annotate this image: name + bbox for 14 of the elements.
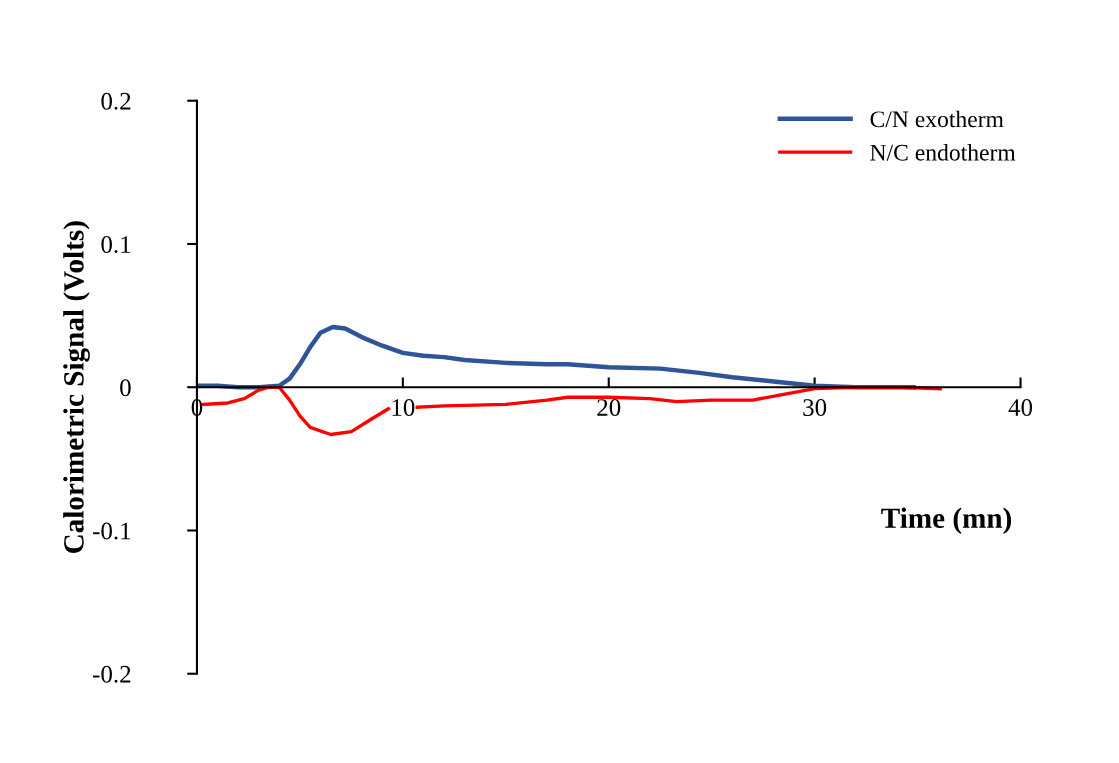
y-tick-label: -0.2 — [93, 665, 131, 683]
x-tick-label: 30 — [803, 399, 827, 416]
x-axis-title: Time (mn) — [881, 507, 1012, 535]
x-tick-label: 40 — [1008, 399, 1033, 416]
y-axis-title: Calorimetric Signal (Volts) — [63, 221, 90, 553]
y-tick-label: 0.2 — [101, 92, 131, 110]
y-tick-label: 0 — [120, 379, 131, 397]
legend-label: N/C endotherm — [870, 144, 1016, 161]
x-tick-label: 20 — [597, 399, 621, 416]
x-tick-label: 10 — [392, 399, 415, 416]
line-series — [196, 324, 916, 390]
y-tick-label: 0.1 — [101, 236, 131, 253]
y-tick-label: -0.1 — [93, 522, 131, 540]
legend-label: C/N exotherm — [870, 110, 1004, 128]
